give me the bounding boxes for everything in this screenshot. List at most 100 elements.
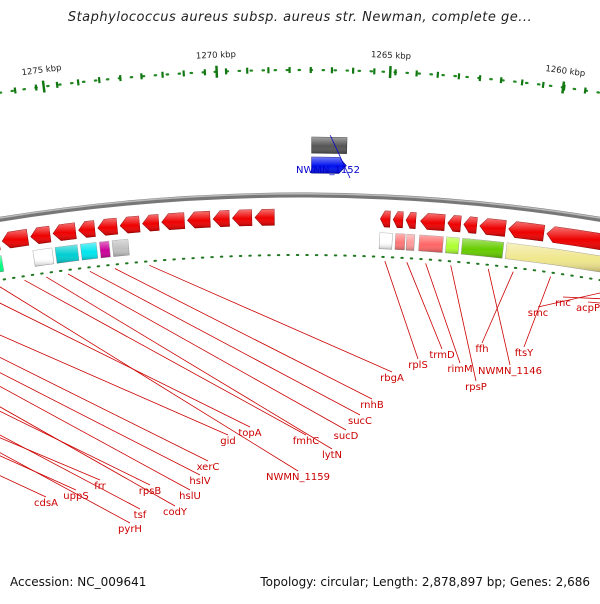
- ruler-tick: [501, 77, 502, 83]
- label-leader-line: [488, 269, 510, 365]
- cog-category-shade: [419, 235, 444, 253]
- minus-gene-shade: [464, 217, 478, 234]
- ruler-major-tick: [216, 66, 217, 78]
- ruler-tick: [585, 88, 586, 94]
- label-leader-line: [482, 272, 513, 343]
- label-leader-line: [0, 324, 150, 485]
- ruler-tick: [57, 82, 58, 88]
- gene-label-minus: hslU: [179, 491, 201, 502]
- gene-label-minus: acpP: [576, 303, 600, 314]
- ruler-tick: [480, 75, 481, 81]
- minus-gene-shade: [255, 209, 274, 225]
- minus-gene-shade: [509, 222, 545, 241]
- minus-gene-shade: [98, 218, 118, 235]
- label-leader-line: [46, 277, 332, 449]
- ruler-tick: [15, 88, 16, 94]
- accession-label: Accession: NC_009641: [10, 575, 146, 589]
- label-leader-line: [426, 263, 460, 363]
- cog-category-shade: [0, 256, 4, 274]
- gene-label-minus: rimM: [447, 364, 472, 375]
- minus-gene-shade: [406, 212, 416, 228]
- ruler-tick: [99, 77, 100, 83]
- plus-feature-shade: [312, 137, 347, 154]
- label-leader-line: [0, 305, 208, 461]
- gene-label-minus: ffh: [475, 344, 488, 355]
- gene-label-minus: cdsA: [34, 498, 58, 509]
- label-leader-line: [385, 261, 418, 359]
- cog-category-shade: [80, 242, 98, 260]
- minus-gene-shade: [120, 216, 140, 233]
- label-leader-line: [90, 271, 360, 415]
- label-leader-line: [407, 262, 442, 349]
- minus-gene-shade: [187, 211, 210, 228]
- gene-label-minus: sucC: [348, 416, 372, 427]
- ruler-tick-label: 1275 kbp: [21, 63, 62, 78]
- minus-gene-shade: [143, 214, 160, 231]
- label-leader-line: [0, 351, 46, 497]
- label-leader-line: [24, 280, 306, 435]
- map-title: Staphylococcus aureus subsp. aureus str.…: [0, 10, 600, 25]
- ruler-major-tick: [43, 81, 45, 93]
- minus-gene-shade: [421, 213, 446, 230]
- ruler-tick-label: 1265 kbp: [371, 50, 411, 62]
- cog-category-shade: [406, 234, 415, 250]
- ruler-tick: [543, 82, 544, 88]
- minus-gene-shade: [162, 213, 185, 230]
- label-leader-line: [0, 330, 140, 509]
- ruler-tick: [120, 75, 121, 81]
- label-leader-line: [68, 274, 346, 430]
- gene-label-minus: xerC: [197, 462, 220, 473]
- label-leader-line: [0, 312, 190, 490]
- gene-label-minus: sucD: [334, 431, 359, 442]
- gene-label-minus: gid: [220, 436, 235, 447]
- minus-gene-shade: [31, 226, 51, 244]
- ruler-major-tick: [390, 66, 391, 78]
- gene-label-minus: pyrH: [118, 524, 142, 535]
- gene-label-minus: NWMN_1159: [266, 472, 330, 483]
- cog-category-shade: [461, 238, 504, 258]
- ruler-major-tick: [562, 82, 564, 94]
- cog-category-shade: [379, 233, 392, 250]
- minus-gene-shade: [380, 211, 390, 227]
- gene-label-plus: NWMN_1152: [296, 165, 360, 176]
- gene-label-minus: fmhC: [293, 436, 320, 447]
- gene-label-minus: uppS: [63, 491, 88, 502]
- cog-category-shade: [112, 239, 129, 256]
- gene-label-minus: smc: [528, 308, 548, 319]
- minus-gene-shade: [232, 210, 251, 226]
- gene-label-minus: rnhB: [360, 400, 384, 411]
- cog-category-shade: [55, 245, 79, 264]
- minus-strand-features: [0, 209, 600, 362]
- minus-gene-shade: [213, 210, 229, 226]
- cog-category-shade: [99, 241, 110, 258]
- minus-gene-shade: [53, 223, 76, 241]
- minus-gene-shade: [547, 227, 600, 251]
- label-leader-line: [149, 265, 392, 372]
- minus-gene-shade: [79, 221, 96, 238]
- gene-label-minus: trmD: [429, 350, 455, 361]
- gene-label-minus: rpsP: [465, 382, 487, 393]
- gene-label-minus: lytN: [322, 450, 342, 461]
- gene-label-minus: NWMN_1146: [478, 366, 542, 377]
- ruler-tick: [78, 79, 79, 85]
- ruler-tick-label: 1270 kbp: [196, 50, 236, 62]
- minus-gene-shade: [480, 219, 506, 237]
- ruler-tick: [36, 85, 37, 91]
- gene-label-minus: rplS: [408, 360, 428, 371]
- inner-dotted-line: [0, 255, 600, 362]
- gene-label-minus: rnc: [555, 298, 571, 309]
- gene-label-minus: tsf: [134, 510, 147, 521]
- gene-label-minus: rbgA: [380, 373, 404, 384]
- gene-label-minus: ftsY: [515, 348, 534, 359]
- minus-gene-shade: [2, 229, 29, 248]
- ruler-tick: [522, 79, 523, 85]
- cog-category-shade: [395, 234, 405, 250]
- gene-label-minus: topA: [238, 428, 261, 439]
- gene-label-minus: hslV: [189, 476, 210, 487]
- gene-label-minus: codY: [163, 507, 188, 518]
- ruler-tick-label: 1260 kbp: [545, 64, 586, 79]
- cog-category-shade: [445, 237, 459, 254]
